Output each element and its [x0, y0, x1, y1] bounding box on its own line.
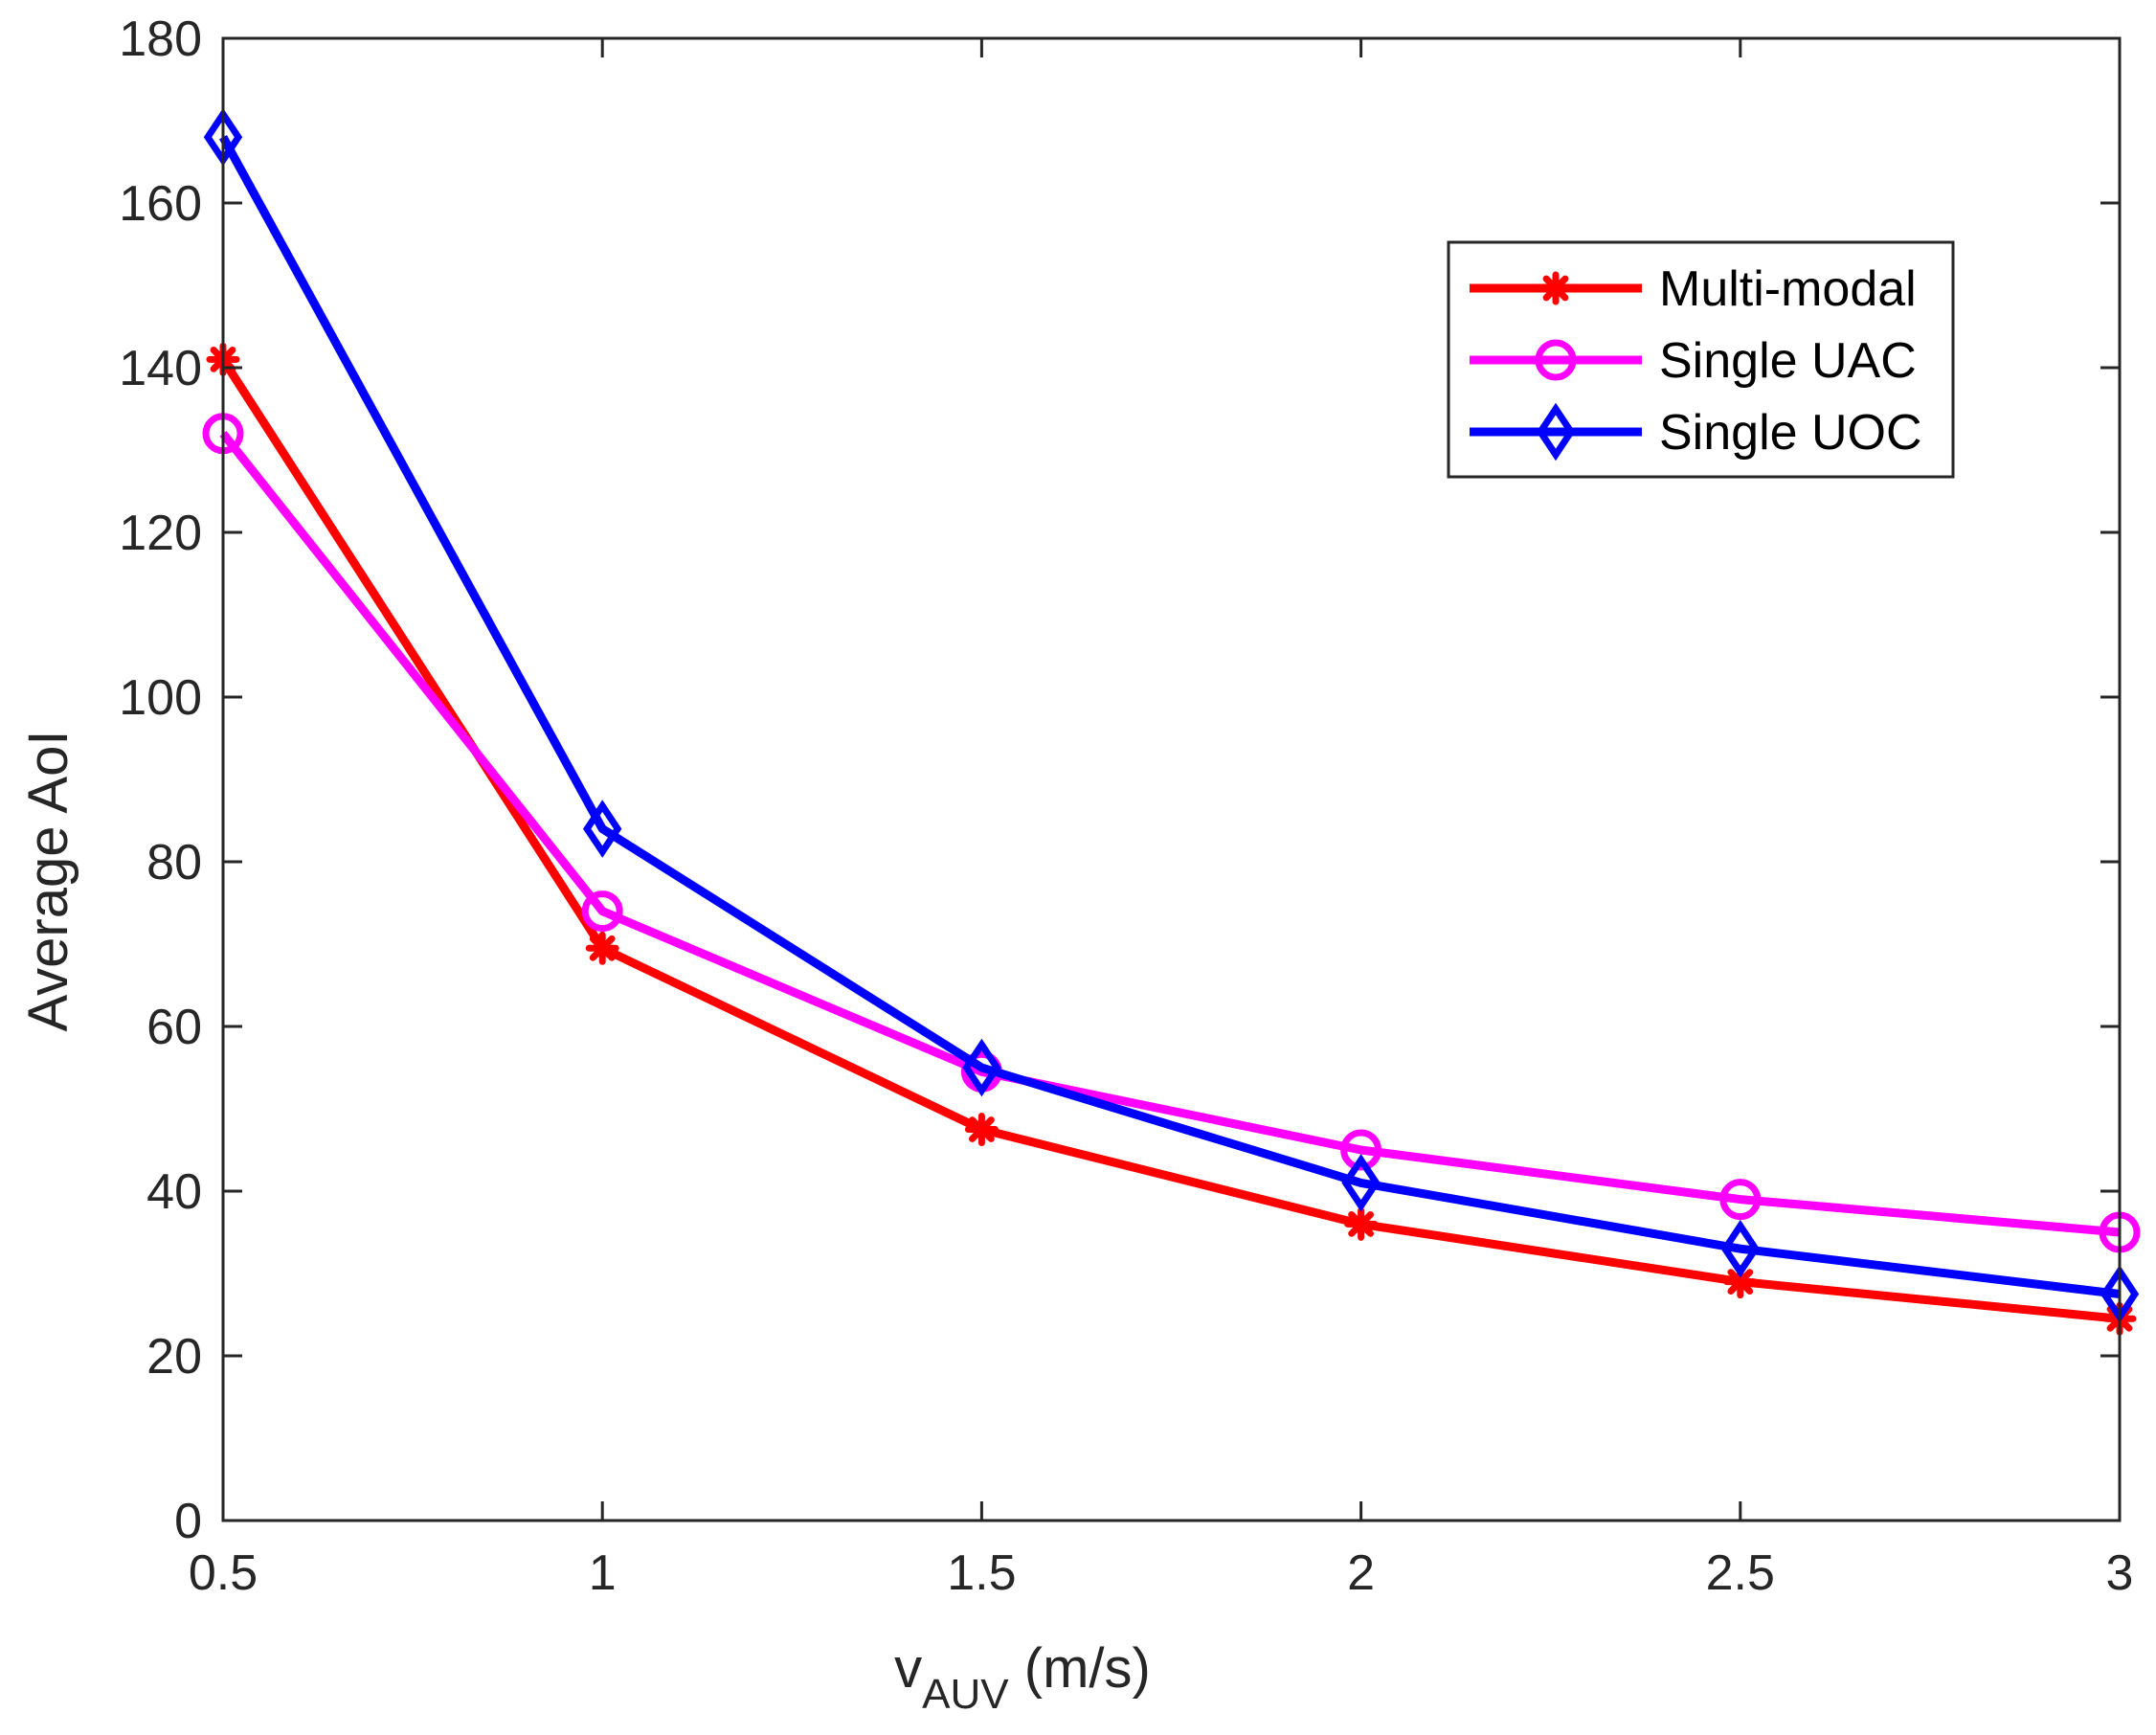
x-tick-label: 0.5 [189, 1545, 258, 1601]
legend-marker [1538, 271, 1573, 305]
data-point-single-uoc [962, 1038, 1001, 1097]
y-tick-label: 0 [174, 1494, 202, 1549]
y-tick-label: 40 [146, 1164, 202, 1220]
legend-item-single-uac: Single UAC [1470, 333, 1917, 389]
legend-marker [1536, 402, 1576, 462]
x-tick-label: 2.5 [1706, 1545, 1775, 1601]
series-layer [202, 107, 2141, 1336]
x-axis-title: vAUV (m/s) [894, 1637, 1151, 1718]
series-line-single-uoc [219, 135, 2121, 1298]
legend: Multi-modal Single UAC Single UOC [1447, 240, 1955, 479]
data-point-single-uac [1719, 1179, 1762, 1221]
x-axis-title-main: v [894, 1637, 922, 1700]
data-point-single-uoc [1720, 1219, 1761, 1278]
y-tick-label: 160 [119, 176, 202, 232]
plot-frame [221, 36, 2122, 1522]
x-tick-label: 2 [1347, 1545, 1375, 1601]
data-point-single-uac [1340, 1129, 1382, 1171]
legend-label: Single UOC [1659, 405, 1922, 461]
series-multi-modal [206, 342, 2137, 1336]
data-point-multi-modal [1723, 1265, 1758, 1299]
y-tick-label: 140 [119, 341, 202, 396]
legend-item-single-uoc: Single UOC [1470, 402, 1922, 462]
x-tick-label: 3 [2106, 1545, 2134, 1601]
legend-label: Single UAC [1659, 333, 1917, 389]
data-point-single-uac [581, 890, 623, 933]
y-tick-label: 60 [146, 1000, 202, 1055]
y-tick-label: 100 [119, 670, 202, 726]
legend-item-multi-modal: Multi-modal [1470, 261, 1917, 317]
series-single-uoc [203, 107, 2140, 1323]
x-axis-title-rest: (m/s) [1009, 1637, 1151, 1700]
x-axis-title-subscript: AUV [922, 1671, 1009, 1718]
series-line-single-uac [219, 431, 2121, 1237]
series-line-multi-modal [219, 356, 2121, 1323]
y-tick-label: 180 [119, 11, 202, 67]
y-axis-title: Average AoI [17, 731, 79, 1032]
x-tick-label: 1.5 [947, 1545, 1016, 1601]
y-tick-label: 20 [146, 1329, 202, 1385]
data-point-multi-modal [585, 931, 619, 965]
x-tick-label: 1 [589, 1545, 617, 1601]
data-point-single-uoc [1341, 1154, 1381, 1212]
axes-layer: 0.5 1 1.5 2 2.5 3 0 20 40 60 80 100 120 140 160 180 [119, 11, 2133, 1601]
data-point-single-uoc [582, 800, 622, 858]
y-tick-label: 80 [146, 835, 202, 890]
data-point-multi-modal [964, 1113, 999, 1146]
legend-label: Multi-modal [1659, 261, 1917, 317]
legend-marker [1535, 339, 1577, 381]
y-tick-label: 120 [119, 506, 202, 561]
data-point-multi-modal [1344, 1206, 1379, 1241]
